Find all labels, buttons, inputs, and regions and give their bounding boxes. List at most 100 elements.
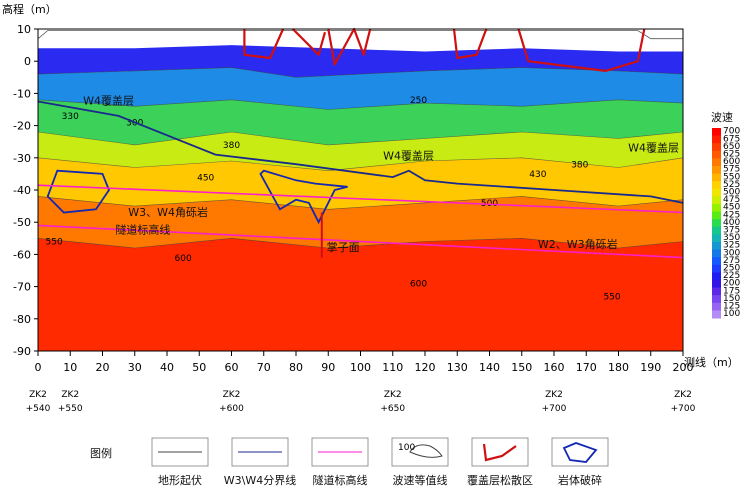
x-tick-label-5: 50 (192, 361, 206, 374)
colorbar: 波速 70067565062560057555052550047545042540… (711, 111, 740, 319)
colorbar-cell-7 (712, 181, 721, 190)
annotation-6: 掌子面 (327, 240, 360, 254)
contour-line-5 (38, 196, 683, 210)
velocity-band-7 (38, 238, 683, 351)
colorbar-cell-22 (712, 295, 721, 304)
legend-title: 图例 (90, 446, 112, 460)
x-tick-label-3: 30 (128, 361, 142, 374)
y-tick-label-5: -40 (13, 184, 31, 197)
colorbar-label-20: 200 (723, 279, 740, 289)
colorbar-cell-5 (712, 166, 721, 175)
x-tick-label-18: 180 (608, 361, 629, 374)
x-tick-label-8: 80 (289, 361, 303, 374)
annotation-2: W4覆盖层 (383, 148, 434, 162)
velocity-band-5 (38, 157, 683, 210)
station-label-b-0: +540 (26, 404, 51, 414)
annotation-5: 隧道标高线 (115, 222, 170, 236)
colorbar-label-2: 650 (723, 142, 740, 152)
contour-label-9: 380 (571, 160, 588, 170)
contour-line-2 (38, 99, 683, 110)
y-tick-label-8: -70 (13, 281, 31, 294)
legend-label-1: 地形起伏 (158, 473, 202, 486)
y-tick-label-2: -10 (13, 87, 31, 100)
annotation-4: W3、W4角砾岩 (128, 205, 208, 219)
y-tick-label-3: -20 (13, 120, 31, 133)
station-label-a-0: ZK2 (29, 390, 47, 400)
loose-zone-2 (292, 28, 327, 56)
y-axis-title: 高程（m） (2, 2, 57, 16)
station-label-a-4: ZK2 (545, 390, 563, 400)
x-tick-label-9: 90 (321, 361, 335, 374)
contour-label-6: 330 (62, 112, 79, 122)
colorbar-cell-15 (712, 242, 721, 251)
x-tick-label-20: 200 (673, 361, 694, 374)
legend-box-6 (551, 437, 609, 467)
colorbar-cell-9 (712, 196, 721, 205)
broken-zone-2 (259, 169, 348, 225)
colorbar-cell-14 (712, 234, 721, 243)
contour-label-4: 450 (197, 173, 214, 183)
x-tick-label-7: 70 (257, 361, 271, 374)
topography-line (37, 30, 683, 40)
contour-label-2: 600 (175, 254, 192, 264)
station-label-a-5: ZK2 (674, 390, 692, 400)
x-tick-label-17: 170 (576, 361, 597, 374)
colorbar-label-1: 675 (723, 134, 740, 144)
y-tick-label-1: 0 (24, 55, 31, 68)
x-tick-label-14: 140 (479, 361, 500, 374)
contour-line-1 (38, 67, 683, 78)
colorbar-label-17: 275 (723, 256, 740, 266)
colorbar-label-6: 550 (723, 172, 740, 182)
colorbar-cell-24 (712, 310, 721, 319)
annotation-3: W4覆盖层 (628, 140, 679, 154)
loose-zone-1 (243, 28, 285, 60)
colorbar-label-24: 100 (723, 309, 740, 319)
colorbar-label-9: 475 (723, 195, 740, 205)
station-label-a-1: ZK2 (61, 390, 79, 400)
colorbar-cell-10 (712, 204, 721, 213)
colorbar-cell-19 (712, 272, 721, 281)
colorbar-cell-20 (712, 280, 721, 289)
colorbar-cell-11 (712, 211, 721, 220)
contour-label-7: 300 (126, 119, 143, 129)
velocity-band-1 (38, 45, 683, 78)
x-tick-label-1: 10 (63, 361, 77, 374)
station-label-b-1: +550 (58, 404, 83, 414)
colorbar-label-0: 700 (723, 127, 740, 137)
x-tick-label-2: 20 (96, 361, 110, 374)
colorbar-cell-3 (712, 150, 721, 159)
station-label-b-3: +650 (380, 404, 405, 414)
colorbar-cell-8 (712, 188, 721, 197)
colorbar-cell-0 (712, 128, 721, 137)
station-label-a-2: ZK2 (223, 390, 241, 400)
colorbar-label-10: 450 (723, 203, 740, 213)
colorbar-label-5: 575 (723, 165, 740, 175)
colorbar-label-18: 250 (723, 264, 740, 274)
colorbar-cell-4 (712, 158, 721, 167)
x-tick-label-12: 120 (415, 361, 436, 374)
colorbar-label-14: 350 (723, 233, 740, 243)
legend-contour-value: 100 (398, 443, 415, 453)
x-tick-label-4: 40 (160, 361, 174, 374)
annotation-1: W4覆盖层 (83, 94, 134, 108)
x-tick-label-16: 160 (544, 361, 565, 374)
velocity-bands (38, 29, 683, 351)
colorbar-cell-23 (712, 302, 721, 311)
colorbar-label-19: 225 (723, 271, 740, 281)
x-tick-label-13: 130 (447, 361, 468, 374)
legend-swatch-broken (562, 442, 598, 463)
x-tick-label-6: 60 (225, 361, 239, 374)
legend-label-5: 覆盖层松散区 (467, 473, 533, 486)
x-tick-label-0: 0 (35, 361, 42, 374)
colorbar-cell-6 (712, 173, 721, 182)
contour-label-1: 550 (46, 238, 63, 248)
station-label-b-2: +600 (219, 404, 244, 414)
velocity-band-3 (38, 99, 683, 145)
contour-lines (38, 67, 683, 249)
tunnel-line-lower (37, 224, 684, 259)
contour-label-11: 600 (410, 280, 427, 290)
legend-label-6: 岩体破碎 (558, 473, 602, 486)
y-tick-label-0: 10 (17, 23, 31, 36)
